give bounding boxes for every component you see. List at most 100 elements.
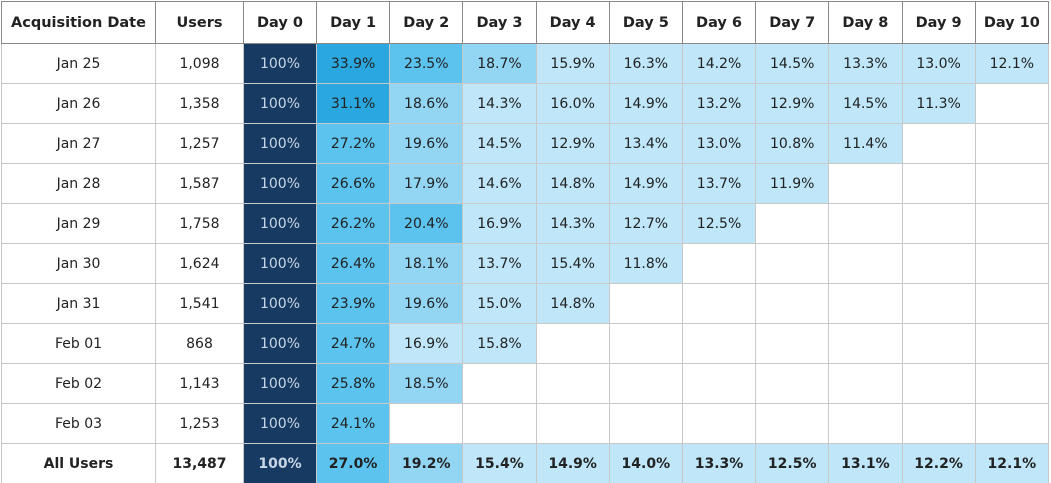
empty-cell — [462, 363, 537, 404]
empty-cell — [755, 243, 830, 284]
empty-cell — [535, 403, 610, 444]
total-cell: 19.2% — [389, 443, 464, 483]
table-cell: 14.5% — [755, 43, 830, 84]
table-cell: 1,098 — [155, 43, 244, 84]
cohort-row: Jan 30 1,624 100% 26.4% 18.1% 13.7% 15.4% 11.8% — [1, 243, 1050, 284]
empty-cell — [974, 163, 1050, 204]
empty-cell — [681, 243, 757, 284]
header-cell: Day 2 — [389, 1, 464, 44]
header-cell: Day 0 — [243, 1, 317, 44]
table-cell: 13.3% — [828, 43, 903, 84]
cohort-row: Jan 31 1,541 100% 23.9% 19.6% 15.0% 14.8% — [1, 283, 1050, 324]
empty-cell — [608, 403, 683, 444]
table-cell: Jan 27 — [1, 123, 156, 164]
table-cell: 13.0% — [901, 43, 976, 84]
table-cell: 1,541 — [155, 283, 244, 324]
header-cell: Day 4 — [535, 1, 610, 44]
table-cell: 14.3% — [462, 83, 537, 124]
cohort-row: Feb 01 868 100% 24.7% 16.9% 15.8% — [1, 323, 1050, 364]
table-cell: 15.4% — [535, 243, 610, 284]
table-cell: 14.8% — [535, 283, 610, 324]
table-cell: 14.6% — [462, 163, 537, 204]
table-cell: 100% — [243, 283, 317, 324]
table-cell: Jan 26 — [1, 83, 156, 124]
table-cell: Feb 01 — [1, 323, 156, 364]
table-cell: 23.5% — [389, 43, 464, 84]
header-cell: Day 8 — [828, 1, 903, 44]
header-cell: Day 3 — [462, 1, 537, 44]
total-cell: 13,487 — [155, 443, 244, 483]
table-cell: 26.6% — [315, 163, 391, 204]
table-cell: 26.2% — [315, 203, 391, 244]
empty-cell — [608, 283, 683, 324]
table-cell: 1,358 — [155, 83, 244, 124]
table-cell: 18.1% — [389, 243, 464, 284]
empty-cell — [828, 363, 903, 404]
table-cell: 100% — [243, 83, 317, 124]
header-row: Acquisition Date Users Day 0 Day 1 Day 2 Day … — [1, 1, 1050, 44]
table-cell: 1,253 — [155, 403, 244, 444]
empty-cell — [681, 403, 757, 444]
table-cell: 18.5% — [389, 363, 464, 404]
empty-cell — [974, 203, 1050, 244]
table-cell: 11.8% — [608, 243, 683, 284]
total-cell: All Users — [1, 443, 156, 483]
cohort-row: Jan 28 1,587 100% 26.6% 17.9% 14.6% 14.8% 14.9%… — [1, 163, 1050, 204]
table-cell: 1,624 — [155, 243, 244, 284]
total-cell: 27.0% — [315, 443, 391, 483]
empty-cell — [681, 323, 757, 364]
table-cell: 24.1% — [315, 403, 391, 444]
empty-cell — [974, 283, 1050, 324]
empty-cell — [462, 403, 537, 444]
table-cell: 12.1% — [974, 43, 1050, 84]
table-cell: 100% — [243, 123, 317, 164]
table-cell: Jan 28 — [1, 163, 156, 204]
table-cell: 19.6% — [389, 123, 464, 164]
table-cell: 868 — [155, 323, 244, 364]
cohort-row: Jan 27 1,257 100% 27.2% 19.6% 14.5% 12.9% 13.4%… — [1, 123, 1050, 164]
header-cell: Day 9 — [901, 1, 976, 44]
empty-cell — [974, 403, 1050, 444]
table-cell: Feb 03 — [1, 403, 156, 444]
table-cell: 15.0% — [462, 283, 537, 324]
cohort-row: Feb 02 1,143 100% 25.8% 18.5% — [1, 363, 1050, 404]
table-cell: 13.7% — [462, 243, 537, 284]
table-cell: Jan 29 — [1, 203, 156, 244]
table-cell: 11.4% — [828, 123, 903, 164]
table-cell: 16.9% — [462, 203, 537, 244]
empty-cell — [755, 403, 830, 444]
table-cell: 14.2% — [681, 43, 757, 84]
table-cell: 100% — [243, 43, 317, 84]
table-cell: 13.4% — [608, 123, 683, 164]
table-cell: 100% — [243, 163, 317, 204]
table-cell: 13.2% — [681, 83, 757, 124]
table-cell: 100% — [243, 323, 317, 364]
empty-cell — [828, 203, 903, 244]
table-cell: 17.9% — [389, 163, 464, 204]
table-cell: 12.9% — [755, 83, 830, 124]
table-cell: 23.9% — [315, 283, 391, 324]
total-cell: 15.4% — [462, 443, 537, 483]
total-cell: 13.1% — [828, 443, 903, 483]
header-cell: Day 5 — [608, 1, 683, 44]
empty-cell — [901, 363, 976, 404]
empty-cell — [901, 123, 976, 164]
table-cell: 14.3% — [535, 203, 610, 244]
table-cell: 10.8% — [755, 123, 830, 164]
empty-cell — [755, 283, 830, 324]
total-row: All Users 13,487 100% 27.0% 19.2% 15.4% 14.9% 1… — [1, 443, 1050, 483]
total-cell: 12.1% — [974, 443, 1050, 483]
empty-cell — [681, 363, 757, 404]
table-cell: 14.5% — [462, 123, 537, 164]
empty-cell — [535, 363, 610, 404]
table-cell: 100% — [243, 363, 317, 404]
table-cell: Jan 30 — [1, 243, 156, 284]
empty-cell — [974, 123, 1050, 164]
table-cell: 14.9% — [608, 163, 683, 204]
table-cell: 19.6% — [389, 283, 464, 324]
table-cell: 18.6% — [389, 83, 464, 124]
table-cell: 100% — [243, 203, 317, 244]
empty-cell — [974, 243, 1050, 284]
table-cell: Jan 31 — [1, 283, 156, 324]
empty-cell — [974, 323, 1050, 364]
